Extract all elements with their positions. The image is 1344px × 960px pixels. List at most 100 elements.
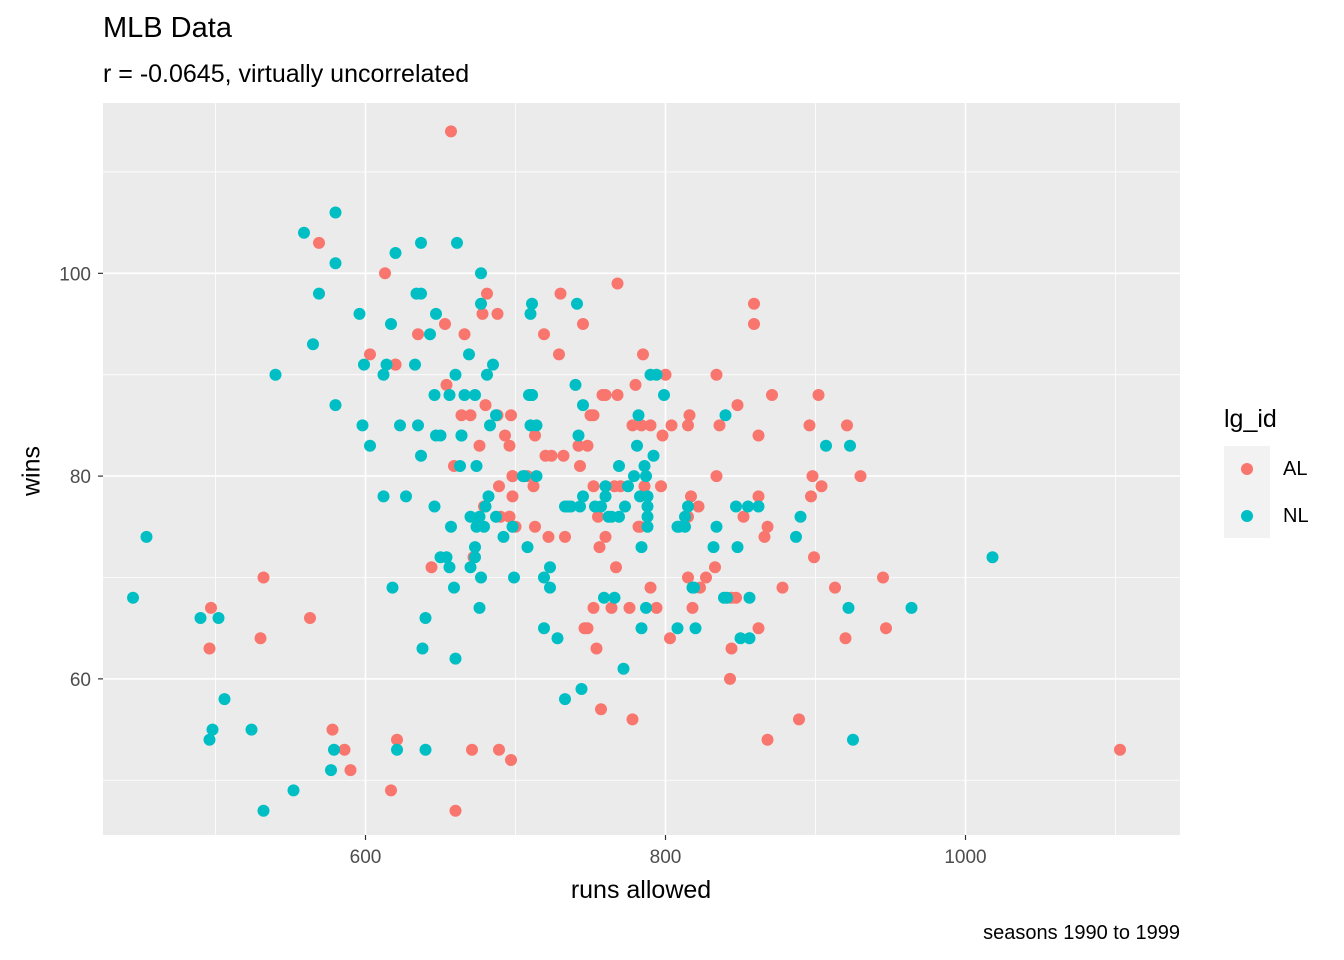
data-point-al (554, 287, 567, 300)
data-point-nl (412, 419, 424, 432)
data-point-al (344, 764, 357, 777)
data-point-nl (487, 358, 499, 371)
data-point-nl (307, 338, 319, 351)
data-point-nl (449, 652, 462, 665)
data-point-al (776, 581, 789, 594)
data-point-al (730, 591, 742, 604)
data-point-nl (508, 571, 520, 584)
data-point-nl (329, 399, 342, 412)
data-point-al (724, 672, 736, 685)
data-point-al (626, 419, 639, 432)
data-point-al (700, 571, 712, 584)
data-point-nl (613, 460, 625, 472)
data-point-nl (589, 500, 601, 513)
data-point-al (592, 510, 604, 523)
data-point-nl (689, 622, 702, 635)
data-point-al (752, 429, 765, 442)
data-point-nl (443, 561, 456, 574)
data-point-al (623, 601, 636, 614)
data-point-al (812, 389, 825, 401)
data-point-al (841, 419, 853, 432)
data-point-nl (571, 297, 583, 310)
data-point-al (445, 125, 457, 138)
x-tick-label: 600 (350, 847, 382, 868)
data-point-al (650, 601, 663, 614)
data-point-al (766, 389, 778, 401)
data-point-nl (530, 419, 543, 432)
data-point-nl (530, 470, 543, 483)
data-point-nl (517, 470, 529, 483)
data-point-al (737, 510, 750, 523)
data-point-al (574, 460, 586, 472)
major-gridlines (103, 103, 1180, 835)
data-point-nl (424, 328, 436, 341)
data-point-nl (415, 287, 427, 300)
data-point-al (748, 318, 760, 330)
chart-caption: seasons 1990 to 1999 (983, 922, 1180, 944)
data-point-al (611, 277, 624, 290)
data-point-nl (526, 297, 538, 310)
data-point-al (590, 642, 603, 655)
data-point-nl (743, 591, 756, 604)
data-point-al (685, 490, 697, 503)
data-point-nl (469, 389, 481, 401)
data-point-nl (559, 693, 571, 706)
data-point-nl (820, 439, 832, 452)
data-point-nl (599, 480, 612, 493)
data-point-nl (641, 510, 654, 523)
data-point-al (655, 480, 667, 493)
data-point-al (449, 804, 462, 817)
data-point-nl (218, 693, 231, 706)
data-point-al (455, 409, 468, 422)
data-point-al (610, 561, 622, 574)
data-point-al (529, 429, 541, 442)
data-point-al (466, 743, 478, 756)
legend-label-nl: NL (1283, 505, 1309, 527)
data-point-nl (386, 581, 399, 594)
data-point-al (683, 409, 696, 422)
data-point-nl (742, 500, 754, 513)
data-point-nl (638, 460, 651, 472)
data-point-al (656, 429, 669, 442)
x-axis-label: runs allowed (570, 876, 712, 904)
data-point-nl (544, 581, 556, 594)
data-point-nl (559, 500, 571, 513)
data-point-nl (389, 247, 402, 259)
data-point-al (379, 267, 391, 280)
data-point-nl (569, 378, 582, 391)
data-point-nl (481, 368, 493, 381)
data-point-al (364, 348, 376, 361)
data-point-nl (478, 520, 490, 533)
data-point-nl (551, 632, 564, 645)
data-point-al (572, 439, 585, 452)
data-point-al (473, 439, 486, 452)
data-point-nl (415, 236, 427, 249)
data-point-nl (445, 520, 457, 533)
data-point-al (748, 297, 760, 310)
data-point-al (527, 480, 540, 493)
data-point-al (664, 632, 676, 645)
data-point-al (713, 419, 726, 432)
data-point-al (839, 632, 852, 645)
data-point-nl (619, 500, 631, 513)
data-point-nl (574, 500, 586, 513)
data-point-nl (394, 419, 406, 432)
data-point-al (425, 561, 438, 574)
data-point-al (326, 723, 339, 736)
data-point-al (440, 378, 453, 391)
data-point-nl (358, 358, 370, 371)
data-point-al (304, 612, 316, 624)
data-point-al (854, 470, 867, 483)
data-point-al (506, 490, 519, 503)
data-point-nl (679, 520, 691, 533)
minor-gridlines (103, 103, 1180, 835)
data-point-nl (635, 622, 648, 635)
data-point-al (577, 318, 589, 330)
data-point-al (710, 368, 723, 381)
data-point-nl (790, 530, 802, 543)
data-point-nl (428, 389, 441, 401)
data-point-al (587, 601, 600, 614)
data-point-al (257, 571, 270, 584)
data-point-nl (377, 490, 390, 503)
data-point-nl (641, 490, 654, 503)
